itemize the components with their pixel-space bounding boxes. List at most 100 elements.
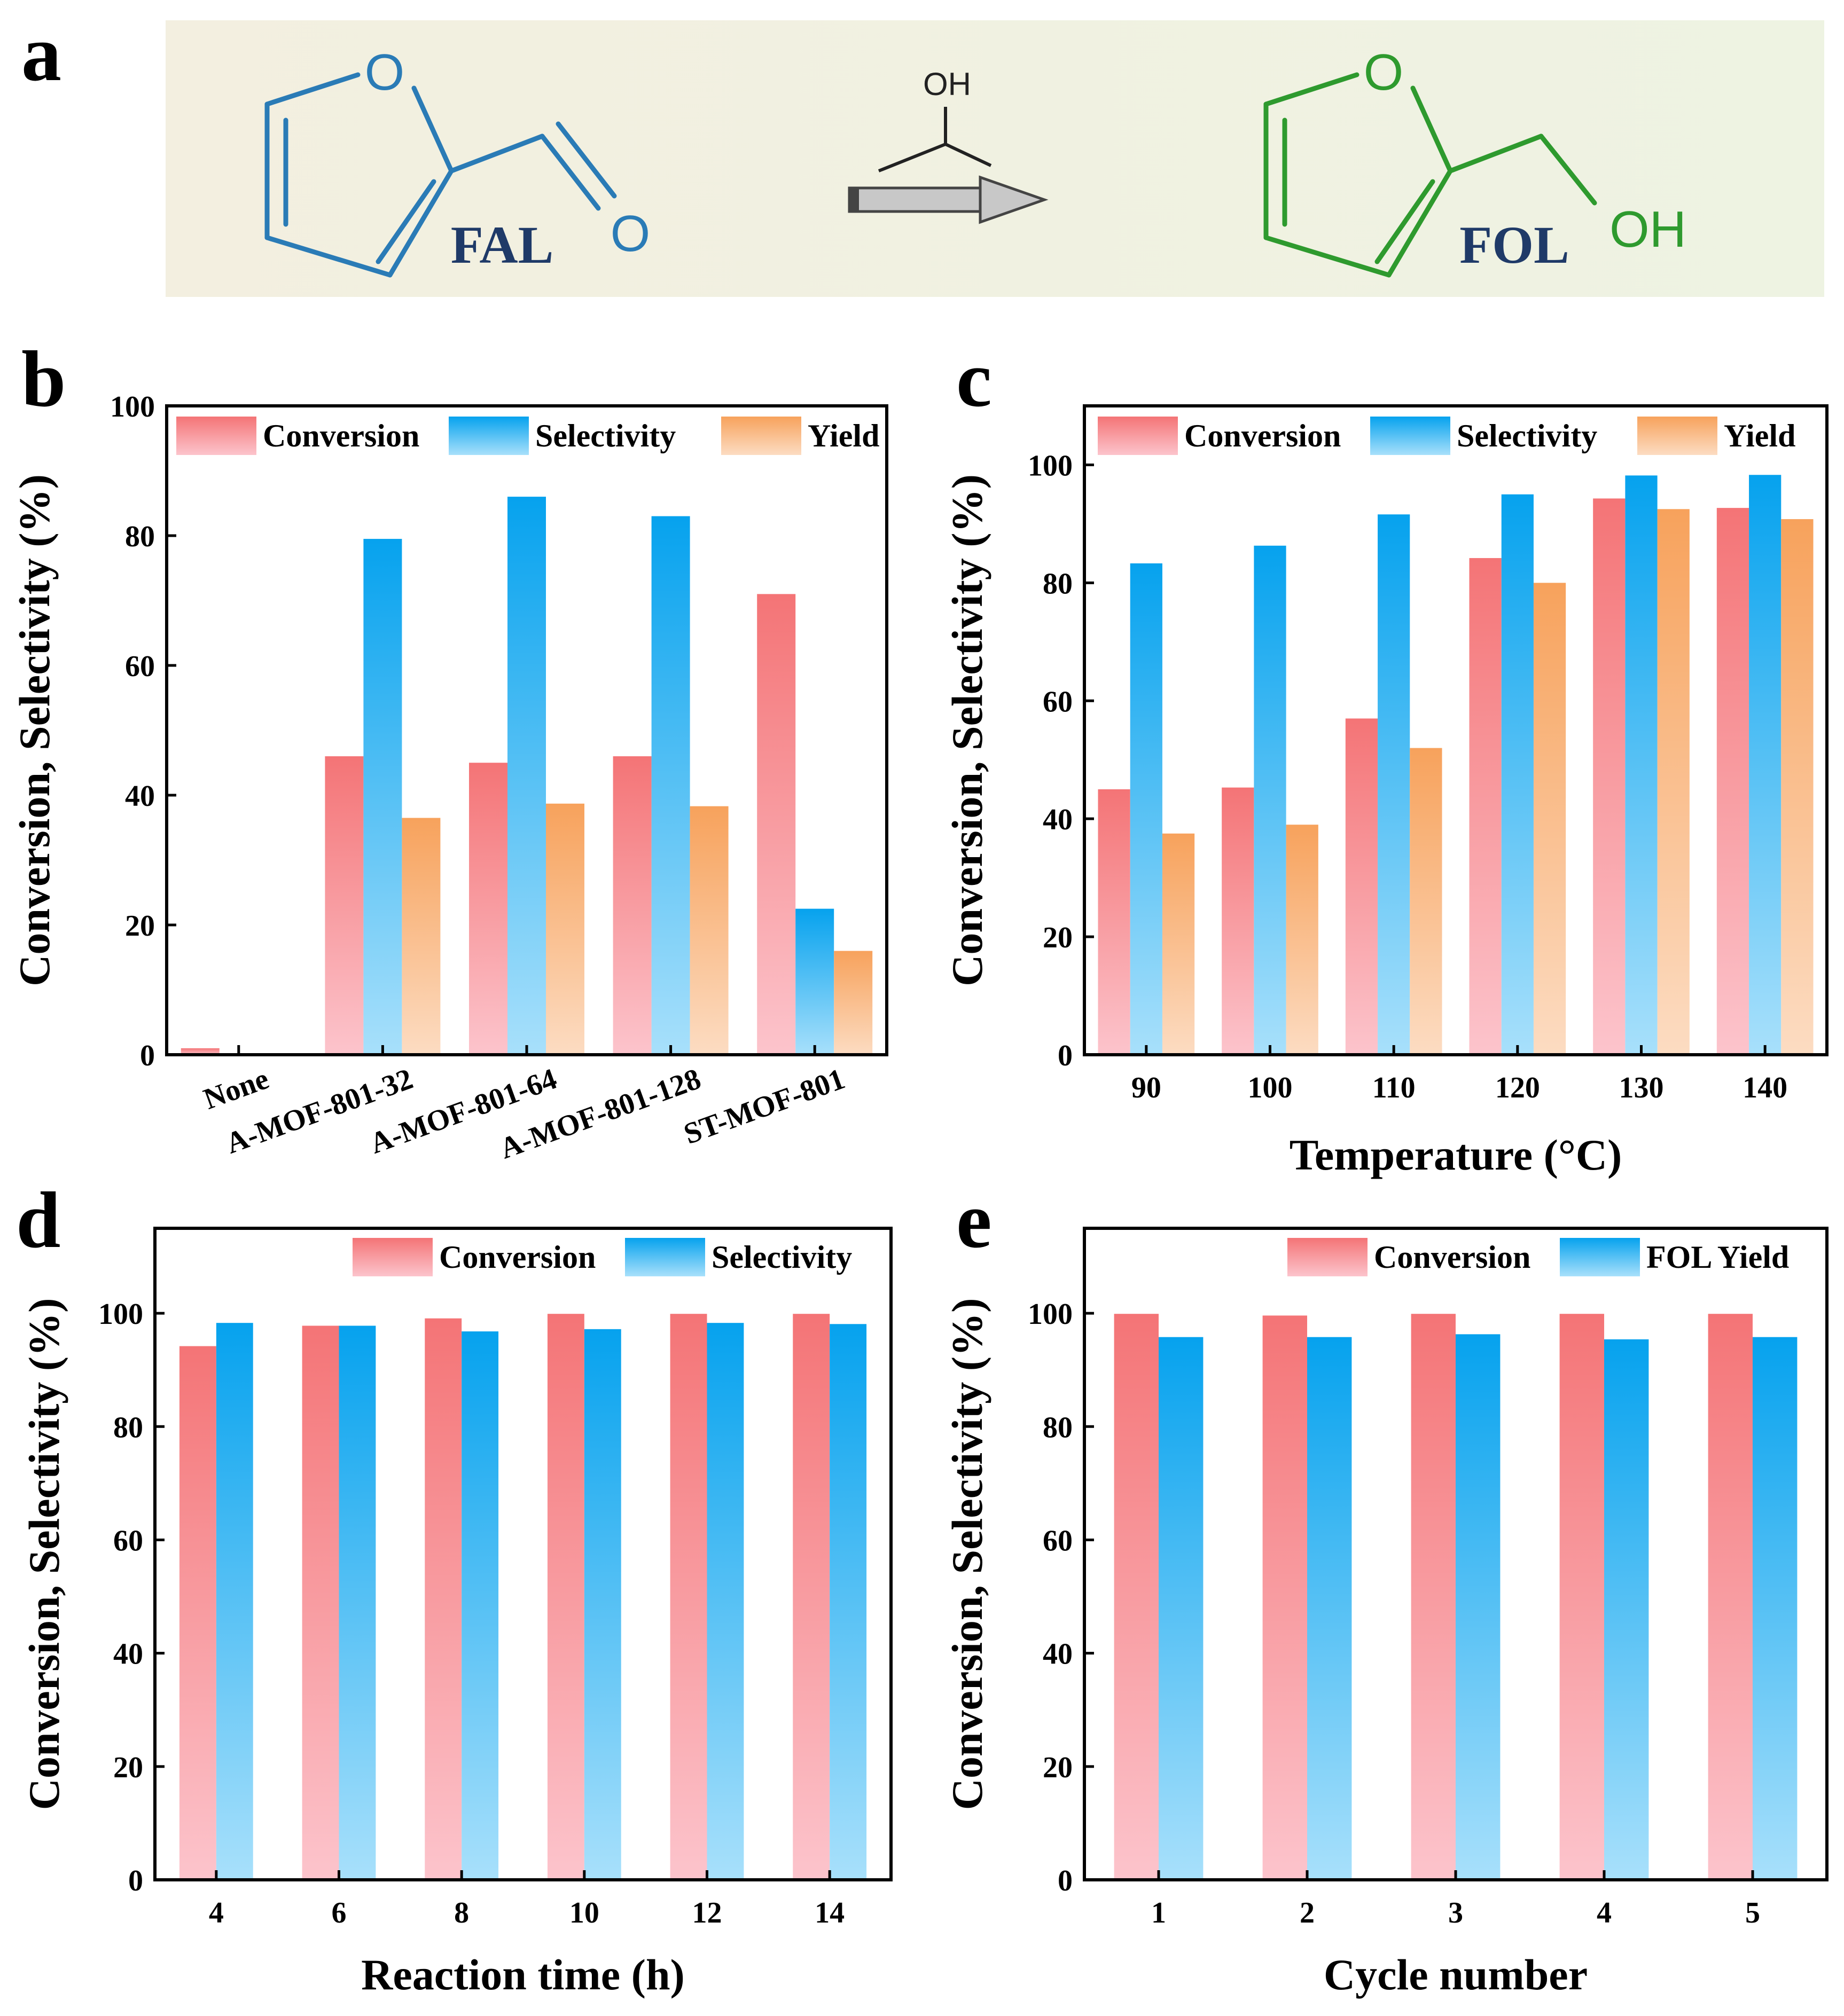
y-tick-label-c-0: 0 [1058, 1039, 1073, 1072]
bar-c-conversion-0 [1098, 789, 1130, 1055]
bar-d-selectivity-4 [707, 1323, 744, 1880]
y-tick-label-b-1: 20 [125, 909, 155, 943]
y-tick-label-b-4: 80 [125, 520, 155, 553]
y-tick-label-d-4: 80 [113, 1411, 143, 1444]
y-tick-label-c-5: 100 [1028, 449, 1073, 482]
x-tick-label-d-5: 14 [815, 1896, 845, 1929]
plot-frame-c [1083, 404, 1829, 1056]
bar-c-selectivity-5 [1749, 475, 1782, 1055]
bar-c-yield-3 [1533, 583, 1566, 1055]
bar-e-selectivity-1 [1307, 1337, 1352, 1880]
panel-letter-e: e [956, 1176, 992, 1265]
y-tick-label-e-4: 80 [1043, 1411, 1073, 1444]
x-ticks-b: NoneA-MOF-801-32A-MOF-801-64A-MOF-801-12… [199, 1045, 849, 1165]
panel-letter-d: d [16, 1176, 60, 1265]
bar-d-selectivity-5 [830, 1324, 867, 1880]
bar-e-selectivity-4 [1753, 1337, 1798, 1880]
legend-swatch-c-yield [1637, 417, 1717, 455]
bar-e-conversion-4 [1708, 1314, 1753, 1880]
panel-letter-b: b [21, 335, 66, 423]
scheme-panel: a O O FAL OH [21, 9, 1824, 297]
y-tick-label-e-3: 60 [1043, 1524, 1073, 1557]
chart-panel-c: c 0 20 40 60 80 100 90 100 110 120 130 140 Temperatur… [943, 335, 1829, 1179]
scheme-background [166, 20, 1824, 297]
legend-swatch-e-conversion [1287, 1238, 1368, 1276]
y-axis-title-d: Conversion, Selectivity (%) [20, 1298, 68, 1810]
y-tick-label-c-2: 40 [1043, 803, 1073, 836]
y-axis-title-e: Conversion, Selectivity (%) [943, 1298, 991, 1810]
y-ticks-c: 0 20 40 60 80 100 [1028, 449, 1094, 1072]
x-ticks-d: 4 6 8 10 12 14 [209, 1870, 845, 1929]
y-tick-label-e-1: 20 [1043, 1751, 1073, 1784]
bars-c [1098, 475, 1814, 1055]
y-tick-label-e-5: 100 [1028, 1298, 1073, 1331]
bar-c-conversion-2 [1345, 718, 1378, 1055]
x-tick-label-c-3: 120 [1495, 1071, 1540, 1104]
y-tick-label-c-3: 60 [1043, 685, 1073, 718]
legend-swatch-b-conversion [176, 417, 256, 455]
fol-label: FOL [1459, 215, 1569, 274]
y-tick-label-b-5: 100 [110, 390, 155, 423]
x-tick-label-e-2: 3 [1448, 1896, 1463, 1929]
x-tick-label-e-0: 1 [1151, 1896, 1166, 1929]
legend-label-e-conversion: Conversion [1374, 1240, 1530, 1275]
reaction-arrow [848, 175, 1049, 224]
bar-c-yield-1 [1286, 825, 1318, 1055]
fol-hydroxyl: OH [1609, 201, 1686, 258]
y-axis-title-c: Conversion, Selectivity (%) [943, 474, 991, 986]
legend-swatch-e-selectivity [1560, 1238, 1640, 1276]
y-tick-label-d-5: 100 [98, 1298, 143, 1331]
bar-c-yield-0 [1162, 833, 1195, 1055]
legend-label-c-selectivity: Selectivity [1457, 418, 1597, 453]
bar-b-conversion-1 [325, 756, 364, 1055]
reagent-oh: OH [923, 66, 971, 102]
x-tick-label-c-2: 110 [1372, 1071, 1416, 1104]
y-ticks-e: 0 20 40 60 80 100 [1028, 1298, 1094, 1897]
bar-e-conversion-2 [1411, 1314, 1456, 1880]
bar-c-yield-2 [1410, 748, 1442, 1055]
x-tick-label-e-4: 5 [1745, 1896, 1760, 1929]
bar-c-conversion-3 [1469, 558, 1502, 1055]
fol-ring-oxygen: O [1364, 44, 1404, 101]
x-ticks-c: 90 100 110 120 130 140 [1131, 1045, 1787, 1104]
bar-e-selectivity-3 [1604, 1339, 1649, 1880]
legend-label-b-yield: Yield [808, 418, 879, 453]
bar-d-conversion-1 [302, 1325, 339, 1880]
bar-c-selectivity-4 [1625, 475, 1658, 1055]
plot-frame-d [153, 1227, 893, 1881]
y-tick-label-c-1: 20 [1043, 921, 1073, 954]
bar-e-conversion-0 [1114, 1314, 1159, 1880]
x-axis-title-e: Cycle number [1324, 1950, 1588, 1999]
bar-c-yield-4 [1657, 509, 1690, 1055]
x-tick-label-d-4: 12 [692, 1896, 722, 1929]
legend-label-e-selectivity: FOL Yield [1646, 1240, 1789, 1275]
bar-d-conversion-3 [547, 1314, 584, 1880]
legend-swatch-c-selectivity [1370, 417, 1450, 455]
bar-c-selectivity-3 [1501, 494, 1534, 1055]
y-tick-label-c-4: 80 [1043, 567, 1073, 600]
bar-e-conversion-3 [1559, 1314, 1604, 1880]
fal-carbonyl-oxygen: O [611, 205, 651, 262]
fal-label: FAL [451, 215, 554, 274]
bar-b-yield-3 [690, 806, 729, 1055]
bars-b [181, 497, 873, 1055]
chart-panel-b: b 0 20 40 60 80 100 NoneA-MOF-801-32A-MOF-801-6… [10, 335, 888, 1165]
bar-d-selectivity-1 [339, 1325, 376, 1880]
legend-label-d-selectivity: Selectivity [712, 1240, 852, 1275]
fol-molecule [1263, 72, 1597, 278]
legend-swatch-b-yield [721, 417, 801, 455]
y-ticks-b: 0 20 40 60 80 100 [110, 390, 176, 1072]
bar-d-conversion-4 [670, 1314, 707, 1880]
y-axis-title-b: Conversion, Selectivity (%) [10, 474, 59, 986]
bar-b-yield-2 [546, 803, 584, 1055]
bar-b-yield-1 [402, 818, 441, 1055]
legend-swatch-d-conversion [353, 1238, 433, 1276]
x-tick-label-d-3: 10 [569, 1896, 599, 1929]
bar-c-yield-5 [1781, 519, 1814, 1055]
legend-swatch-d-selectivity [625, 1238, 705, 1276]
bars-e [1114, 1314, 1798, 1880]
y-tick-label-d-3: 60 [113, 1524, 143, 1557]
fal-molecule [264, 72, 617, 278]
legend-swatch-c-conversion [1098, 417, 1178, 455]
